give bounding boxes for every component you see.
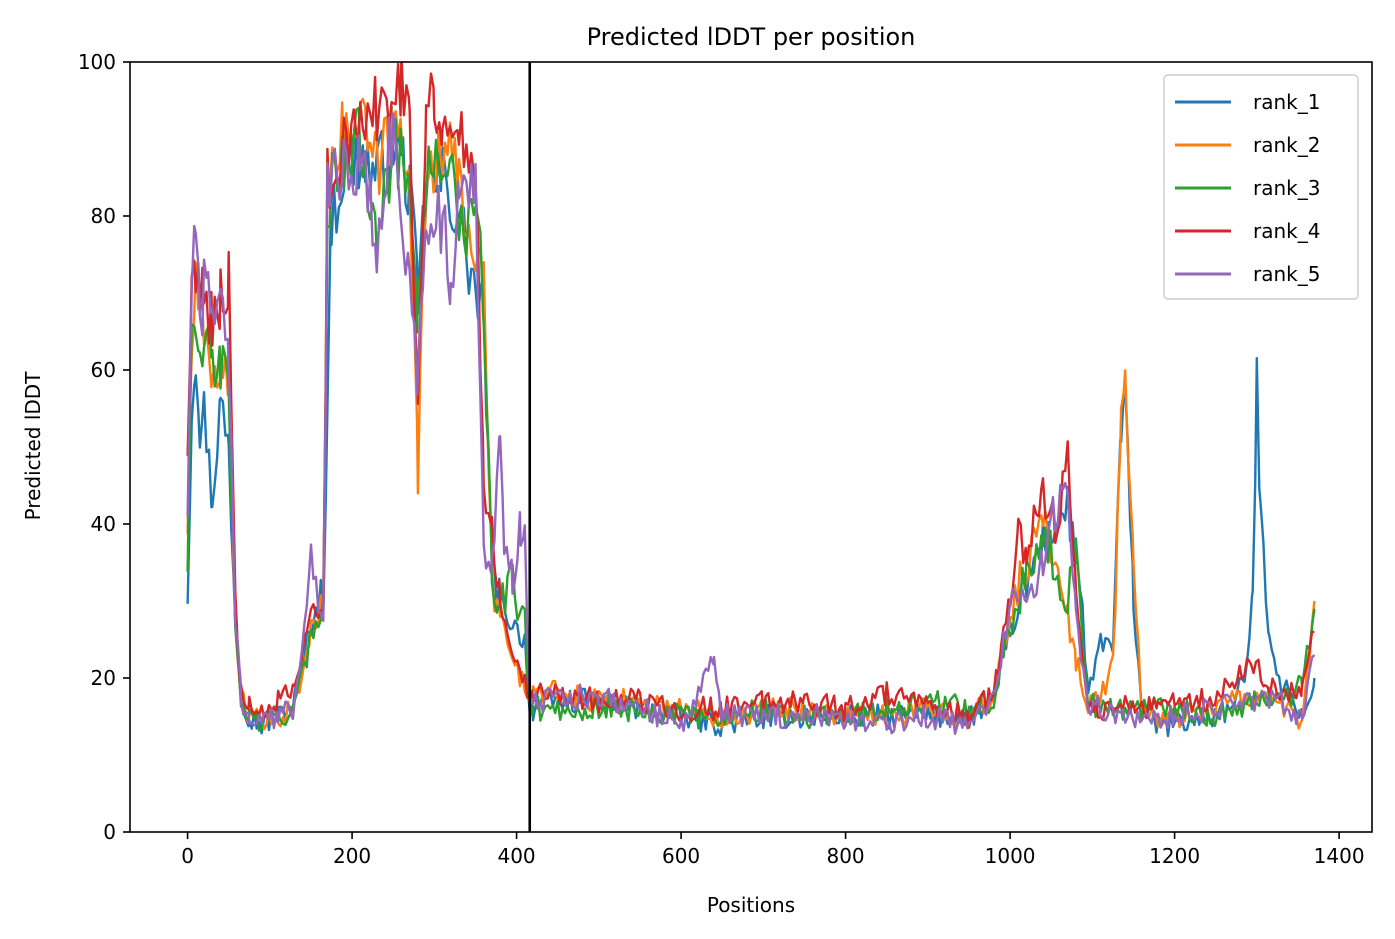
legend-label-rank_3: rank_3 [1253, 176, 1320, 200]
x-tick-label: 1000 [985, 844, 1036, 868]
plot-frame [129, 61, 1373, 833]
x-axis-ticks: 0 200 400 600 800 1000 1200 1400 [181, 832, 1365, 868]
legend: rank_1 rank_2 rank_3 rank_4 rank_5 [1163, 74, 1359, 300]
series-line-rank_2 [186, 97, 1316, 731]
y-tick-label: 60 [91, 358, 116, 382]
y-tick-label: 20 [91, 666, 116, 690]
x-tick-label: 200 [333, 844, 371, 868]
x-tick-label: 1200 [1149, 844, 1200, 868]
x-tick-label: 0 [181, 844, 194, 868]
legend-label-rank_4: rank_4 [1253, 219, 1320, 243]
x-tick-label: 1400 [1314, 844, 1365, 868]
legend-label-rank_1: rank_1 [1253, 90, 1320, 114]
x-axis-label: Positions [707, 893, 795, 917]
y-axis-label: Predicted lDDT [21, 371, 45, 521]
legend-box [1163, 74, 1359, 300]
y-tick-label: 40 [91, 512, 116, 536]
y-axis-ticks: 0 20 40 60 80 100 [78, 50, 130, 844]
y-tick-label: 100 [78, 50, 116, 74]
x-tick-label: 600 [662, 844, 700, 868]
x-tick-label: 400 [497, 844, 535, 868]
legend-label-rank_5: rank_5 [1253, 262, 1320, 286]
x-tick-label: 800 [826, 844, 864, 868]
y-tick-label: 80 [91, 204, 116, 228]
series-group [186, 62, 1316, 738]
series-line-rank_5 [186, 112, 1316, 735]
chart-title: Predicted lDDT per position [587, 23, 916, 51]
legend-label-rank_2: rank_2 [1253, 133, 1320, 157]
y-tick-label: 0 [103, 820, 116, 844]
